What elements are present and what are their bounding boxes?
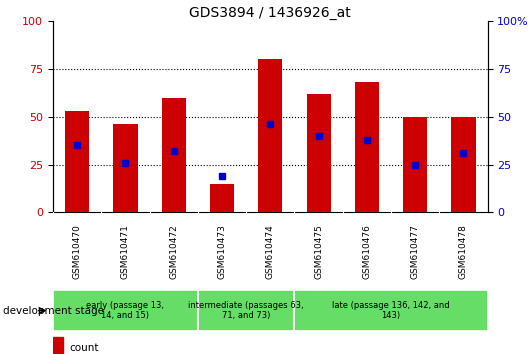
Text: GSM610474: GSM610474: [266, 224, 275, 279]
Bar: [210, 184, 234, 212]
Text: development stage: development stage: [3, 306, 104, 316]
Bar: [53, 290, 198, 331]
Bar: [198, 290, 295, 331]
Text: early (passage 13,
14, and 15): early (passage 13, 14, and 15): [86, 301, 164, 320]
Text: GSM610478: GSM610478: [459, 224, 468, 279]
Text: GSM610471: GSM610471: [121, 224, 130, 279]
Bar: [53, 290, 198, 331]
Text: count: count: [69, 343, 99, 353]
Text: GSM610475: GSM610475: [314, 224, 323, 279]
Text: GSM610473: GSM610473: [217, 224, 226, 279]
Bar: [162, 98, 186, 212]
Title: GDS3894 / 1436926_at: GDS3894 / 1436926_at: [189, 6, 351, 20]
Bar: [113, 125, 137, 212]
Bar: [295, 290, 488, 331]
Bar: [198, 290, 295, 331]
Bar: [403, 117, 427, 212]
Text: GSM610470: GSM610470: [73, 224, 82, 279]
Bar: [65, 111, 89, 212]
Text: GSM610472: GSM610472: [169, 224, 178, 279]
Bar: [306, 94, 331, 212]
Text: intermediate (passages 63,
71, and 73): intermediate (passages 63, 71, and 73): [188, 301, 304, 320]
Text: late (passage 136, 142, and
143): late (passage 136, 142, and 143): [332, 301, 450, 320]
Bar: [452, 117, 475, 212]
Text: GSM610477: GSM610477: [411, 224, 420, 279]
Text: GSM610476: GSM610476: [363, 224, 372, 279]
Bar: [258, 59, 282, 212]
Bar: [53, 337, 63, 354]
Bar: [295, 290, 488, 331]
Bar: [355, 82, 379, 212]
